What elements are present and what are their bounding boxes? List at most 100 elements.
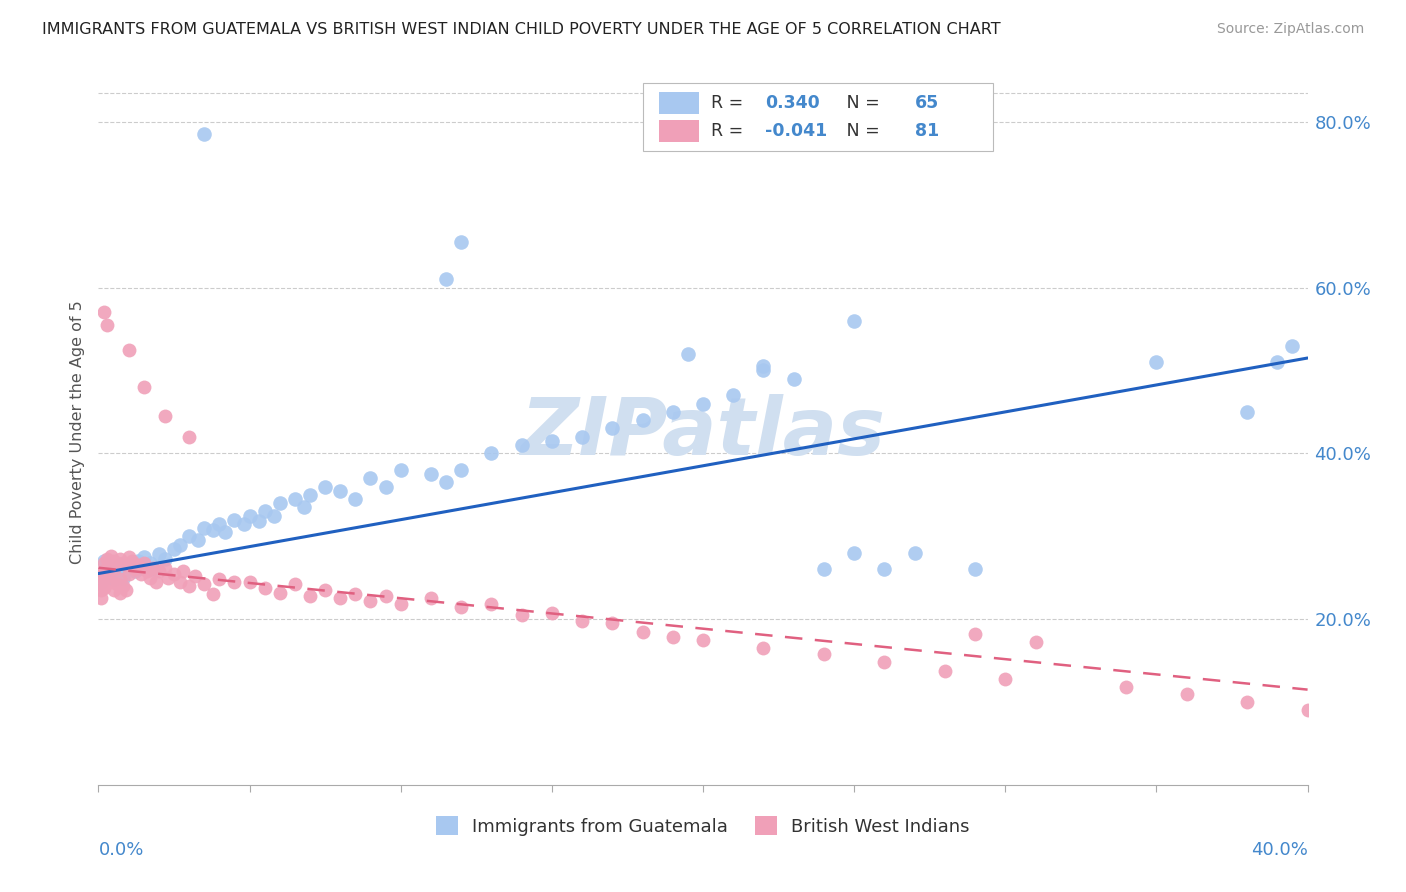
Point <box>263 508 285 523</box>
Point <box>232 516 254 531</box>
Text: N =: N = <box>830 122 886 140</box>
Point <box>813 647 835 661</box>
Point <box>752 641 775 656</box>
FancyBboxPatch shape <box>659 92 699 114</box>
Point <box>90 583 112 598</box>
Point <box>114 558 136 573</box>
Point <box>269 585 291 599</box>
Point <box>481 597 503 611</box>
Point <box>314 583 336 598</box>
Point <box>179 529 201 543</box>
Point <box>153 409 176 423</box>
Point <box>692 396 714 410</box>
Point <box>571 614 593 628</box>
Text: 65: 65 <box>915 94 939 112</box>
Point <box>1175 687 1198 701</box>
Point <box>100 558 122 572</box>
Point <box>676 347 699 361</box>
Point <box>1236 405 1258 419</box>
Point <box>374 479 396 493</box>
Point <box>179 430 201 444</box>
Point <box>434 272 457 286</box>
Point <box>169 574 191 589</box>
Point <box>100 562 122 576</box>
Text: R =: R = <box>711 122 749 140</box>
Text: 0.340: 0.340 <box>765 94 820 112</box>
Point <box>145 574 167 589</box>
Point <box>93 581 115 595</box>
Point <box>510 607 533 622</box>
Point <box>723 388 745 402</box>
Text: N =: N = <box>830 94 886 112</box>
Point <box>904 546 927 560</box>
Point <box>135 564 157 578</box>
Point <box>111 556 134 570</box>
Point <box>184 569 207 583</box>
Point <box>111 579 134 593</box>
Point <box>172 564 194 578</box>
Point <box>1144 355 1167 369</box>
Point <box>105 564 128 578</box>
Point <box>108 585 131 599</box>
Point <box>540 434 562 448</box>
Point <box>169 537 191 551</box>
Point <box>965 562 987 576</box>
Point <box>631 413 654 427</box>
Point <box>239 508 262 523</box>
Point <box>153 552 176 566</box>
Point <box>132 556 155 570</box>
Point <box>420 591 443 606</box>
Point <box>202 587 225 601</box>
Point <box>752 359 775 374</box>
Point <box>127 554 149 568</box>
Point <box>118 549 141 564</box>
Point <box>187 533 209 548</box>
Point <box>269 496 291 510</box>
Point <box>90 566 112 581</box>
Point <box>661 405 683 419</box>
Point <box>148 564 170 578</box>
Point <box>108 552 131 566</box>
Point <box>90 574 112 589</box>
Point <box>103 554 125 568</box>
Point <box>360 471 382 485</box>
Text: 40.0%: 40.0% <box>1251 841 1308 859</box>
Point <box>179 579 201 593</box>
Point <box>434 475 457 490</box>
Point <box>253 504 276 518</box>
Point <box>142 562 165 576</box>
Point <box>193 521 215 535</box>
Point <box>121 554 143 568</box>
Point <box>1115 680 1137 694</box>
Point <box>208 516 231 531</box>
Point <box>100 549 122 563</box>
Point <box>108 558 131 573</box>
Text: Source: ZipAtlas.com: Source: ZipAtlas.com <box>1216 22 1364 37</box>
Point <box>142 560 165 574</box>
Y-axis label: Child Poverty Under the Age of 5: Child Poverty Under the Age of 5 <box>69 301 84 565</box>
Point <box>108 573 131 587</box>
Point <box>450 463 472 477</box>
Point <box>752 363 775 377</box>
Point <box>90 591 112 606</box>
Point <box>813 562 835 576</box>
Point <box>344 587 367 601</box>
Point <box>114 583 136 598</box>
Point <box>111 571 134 585</box>
Point <box>450 599 472 614</box>
Point <box>1024 635 1046 649</box>
Point <box>389 597 412 611</box>
Point <box>96 318 118 332</box>
Point <box>105 556 128 570</box>
Point <box>602 616 624 631</box>
Point <box>292 500 315 515</box>
Point <box>420 467 443 481</box>
Point <box>965 627 987 641</box>
Text: R =: R = <box>711 94 749 112</box>
Point <box>661 631 683 645</box>
Point <box>844 546 866 560</box>
Point <box>96 569 118 583</box>
Point <box>540 606 562 620</box>
FancyBboxPatch shape <box>643 83 993 151</box>
Point <box>148 548 170 562</box>
